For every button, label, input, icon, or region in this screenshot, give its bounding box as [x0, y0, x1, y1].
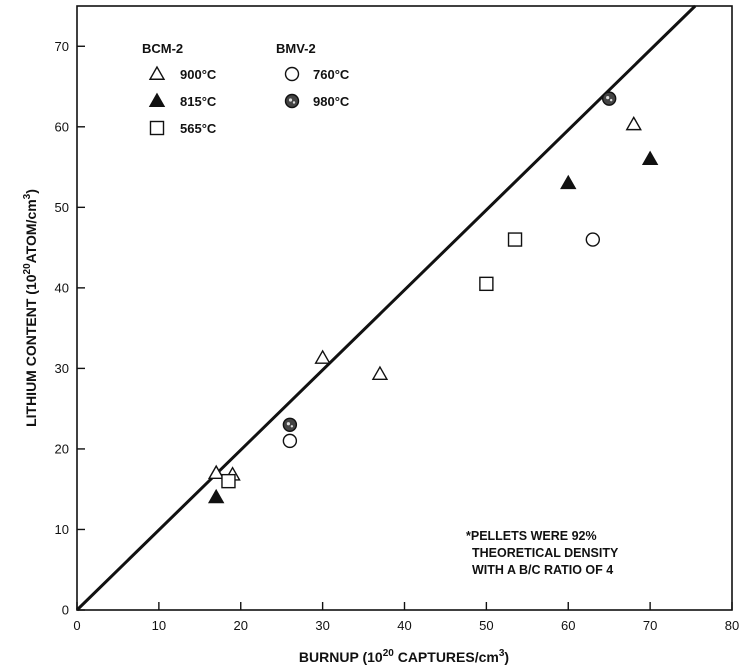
x-axis-label: BURNUP (1020 CAPTURES/cm3): [299, 648, 509, 665]
y-tick-label: 70: [55, 39, 69, 54]
data-point-square-open: [507, 232, 523, 247]
x-tick-label: 70: [643, 618, 657, 633]
y-tick-label: 0: [62, 603, 69, 618]
legend-marker-circle-dotted: [284, 93, 300, 109]
y-tick-label: 10: [55, 522, 69, 537]
legend-label-760: 760°C: [313, 67, 350, 82]
legend-label-815: 815°C: [180, 94, 217, 109]
data-point-triangle-filled: [641, 150, 659, 165]
x-tick-label: 40: [397, 618, 411, 633]
annotation-line-3: WITH A B/C RATIO OF 4: [472, 563, 613, 577]
y-tick-label: 50: [55, 200, 69, 215]
data-point-square-open: [221, 473, 236, 489]
data-point-circle-open: [282, 433, 298, 449]
data-point-square-open: [479, 276, 494, 292]
data-point-triangle-open: [625, 115, 642, 131]
y-tick-label: 30: [55, 361, 69, 376]
data-point-circle-dotted: [601, 91, 617, 106]
data-point-triangle-open: [314, 349, 331, 364]
legend-label-565: 565°C: [180, 121, 217, 136]
data-point-triangle-filled: [560, 174, 577, 190]
annotation-line-1: *PELLETS WERE 92%: [466, 529, 597, 543]
data-point-circle-open: [585, 232, 601, 247]
data-point-circle-dotted: [282, 417, 298, 432]
y-tick-label: 40: [55, 280, 69, 295]
legend-marker-square-open: [149, 120, 165, 136]
legend-marker-triangle-open: [148, 65, 166, 80]
legend: BCM-2 BMV-2 900°C 815°C 565°C 760°C 980°…: [142, 41, 350, 136]
annotation-line-2: THEORETICAL DENSITY: [472, 546, 619, 560]
y-tick-label: 60: [55, 119, 69, 134]
x-tick-label: 10: [152, 618, 166, 633]
x-tick-label: 0: [73, 618, 80, 633]
data-point-triangle-filled: [207, 488, 225, 504]
x-tick-label: 60: [561, 618, 575, 633]
x-tick-label: 50: [479, 618, 493, 633]
x-tick-label: 30: [315, 618, 329, 633]
y-axis-label: LITHIUM CONTENT (1020ATOM/cm3): [22, 189, 39, 427]
legend-marker-triangle-filled: [148, 92, 166, 107]
x-tick-label: 80: [725, 618, 739, 633]
x-tick-label: 20: [234, 618, 248, 633]
legend-label-900: 900°C: [180, 67, 217, 82]
y-tick-label: 20: [55, 441, 69, 456]
legend-group-bcm2: BCM-2: [142, 41, 183, 56]
annotation-note: *PELLETS WERE 92% THEORETICAL DENSITY WI…: [466, 529, 619, 577]
trend-line: [75, 4, 697, 612]
legend-marker-circle-open: [284, 66, 300, 82]
legend-label-980: 980°C: [313, 94, 350, 109]
data-point-triangle-open: [371, 365, 389, 380]
x-axis-ticks: 0 10 20 30 40 50 60 70 80: [73, 602, 739, 633]
data-points: [207, 91, 659, 504]
y-axis-ticks: 0 10 20 30 40 50 60 70: [55, 39, 85, 618]
legend-group-bmv2: BMV-2: [276, 41, 316, 56]
plot-frame: [76, 5, 733, 611]
data-point-triangle-open: [207, 464, 225, 480]
